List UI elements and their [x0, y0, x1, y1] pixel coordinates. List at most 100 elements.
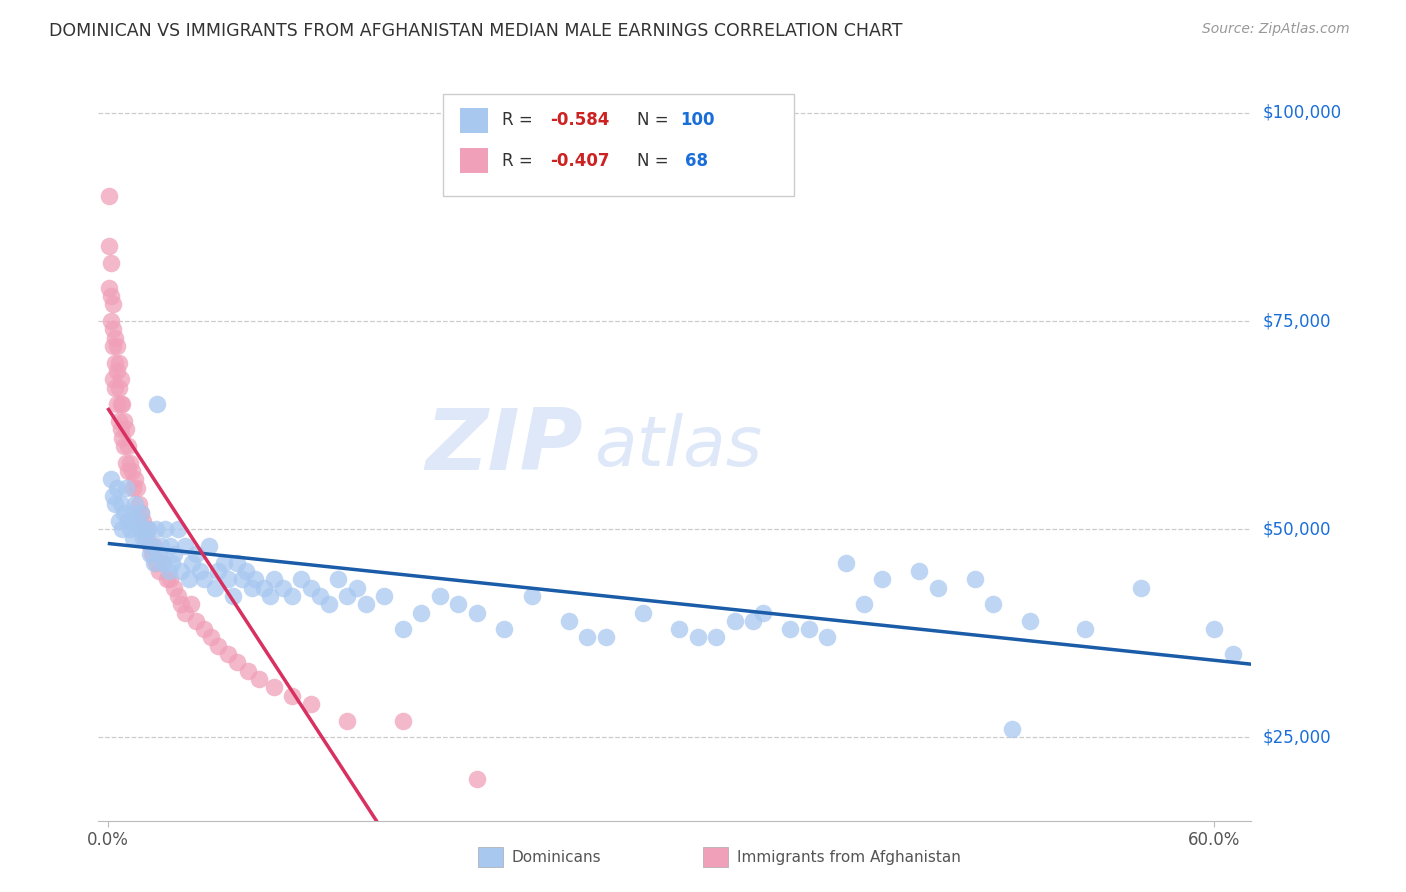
- Point: [146, 397, 169, 411]
- Point: [166, 522, 188, 536]
- Point: [100, 256, 122, 270]
- Point: [118, 522, 141, 536]
- Text: Source: ZipAtlas.com: Source: ZipAtlas.com: [1202, 22, 1350, 37]
- Text: R =: R =: [502, 152, 538, 169]
- Point: [180, 597, 202, 611]
- Point: [136, 522, 159, 536]
- Point: [281, 689, 304, 703]
- Point: [104, 356, 127, 370]
- Point: [104, 381, 127, 395]
- Point: [157, 564, 180, 578]
- Point: [212, 556, 235, 570]
- Point: [354, 597, 377, 611]
- Point: [136, 522, 159, 536]
- Point: [742, 614, 765, 628]
- Point: [105, 481, 128, 495]
- Point: [152, 556, 174, 570]
- Point: [872, 572, 894, 586]
- Point: [105, 364, 128, 378]
- Point: [411, 606, 433, 620]
- Point: [117, 514, 139, 528]
- Point: [200, 631, 222, 645]
- Point: [101, 297, 124, 311]
- Point: [121, 506, 143, 520]
- Point: [186, 614, 208, 628]
- Text: ZIP: ZIP: [425, 404, 582, 488]
- Point: [193, 572, 215, 586]
- Point: [465, 772, 488, 786]
- Point: [240, 581, 263, 595]
- Point: [207, 564, 229, 578]
- Point: [110, 372, 132, 386]
- Point: [346, 581, 368, 595]
- Point: [494, 622, 516, 636]
- Text: Dominicans: Dominicans: [512, 850, 602, 864]
- Point: [101, 322, 124, 336]
- Point: [724, 614, 747, 628]
- Point: [217, 572, 239, 586]
- Point: [128, 522, 150, 536]
- Text: $100,000: $100,000: [1263, 104, 1341, 122]
- Point: [908, 564, 931, 578]
- Point: [927, 581, 949, 595]
- Point: [1204, 622, 1226, 636]
- Point: [156, 572, 179, 586]
- Point: [253, 581, 276, 595]
- Point: [107, 514, 129, 528]
- Point: [204, 581, 226, 595]
- Text: 68: 68: [685, 152, 707, 169]
- Point: [110, 497, 132, 511]
- Point: [163, 547, 186, 561]
- Point: [127, 514, 149, 528]
- Point: [129, 506, 152, 520]
- Point: [124, 472, 146, 486]
- Point: [308, 589, 330, 603]
- Text: DOMINICAN VS IMMIGRANTS FROM AFGHANISTAN MEDIAN MALE EARNINGS CORRELATION CHART: DOMINICAN VS IMMIGRANTS FROM AFGHANISTAN…: [49, 22, 903, 40]
- Point: [141, 539, 163, 553]
- Point: [107, 414, 129, 428]
- Point: [558, 614, 581, 628]
- Point: [145, 522, 167, 536]
- Point: [751, 606, 773, 620]
- Text: $75,000: $75,000: [1263, 312, 1331, 330]
- Point: [145, 556, 167, 570]
- Point: [122, 481, 145, 495]
- Point: [290, 572, 312, 586]
- Point: [263, 681, 285, 695]
- Text: -0.407: -0.407: [550, 152, 609, 169]
- Point: [299, 581, 322, 595]
- Point: [686, 631, 709, 645]
- Point: [235, 564, 257, 578]
- Point: [163, 581, 186, 595]
- Point: [122, 531, 145, 545]
- Point: [115, 481, 138, 495]
- Point: [115, 422, 138, 436]
- Point: [127, 481, 149, 495]
- Point: [1074, 622, 1097, 636]
- Text: atlas: atlas: [595, 412, 762, 480]
- Point: [101, 339, 124, 353]
- Point: [159, 539, 181, 553]
- Point: [98, 239, 121, 253]
- Point: [98, 281, 121, 295]
- Point: [797, 622, 820, 636]
- Point: [373, 589, 395, 603]
- Point: [112, 439, 135, 453]
- Text: -0.584: -0.584: [550, 112, 609, 129]
- Point: [170, 564, 193, 578]
- Point: [520, 589, 543, 603]
- Point: [142, 556, 165, 570]
- Point: [852, 597, 875, 611]
- Point: [815, 631, 838, 645]
- Point: [225, 556, 247, 570]
- Point: [117, 464, 139, 478]
- Point: [576, 631, 599, 645]
- Point: [193, 622, 215, 636]
- Point: [259, 589, 281, 603]
- Point: [198, 539, 221, 553]
- Point: [465, 606, 488, 620]
- Point: [166, 589, 188, 603]
- Point: [150, 539, 173, 553]
- Point: [101, 372, 124, 386]
- Point: [447, 597, 470, 611]
